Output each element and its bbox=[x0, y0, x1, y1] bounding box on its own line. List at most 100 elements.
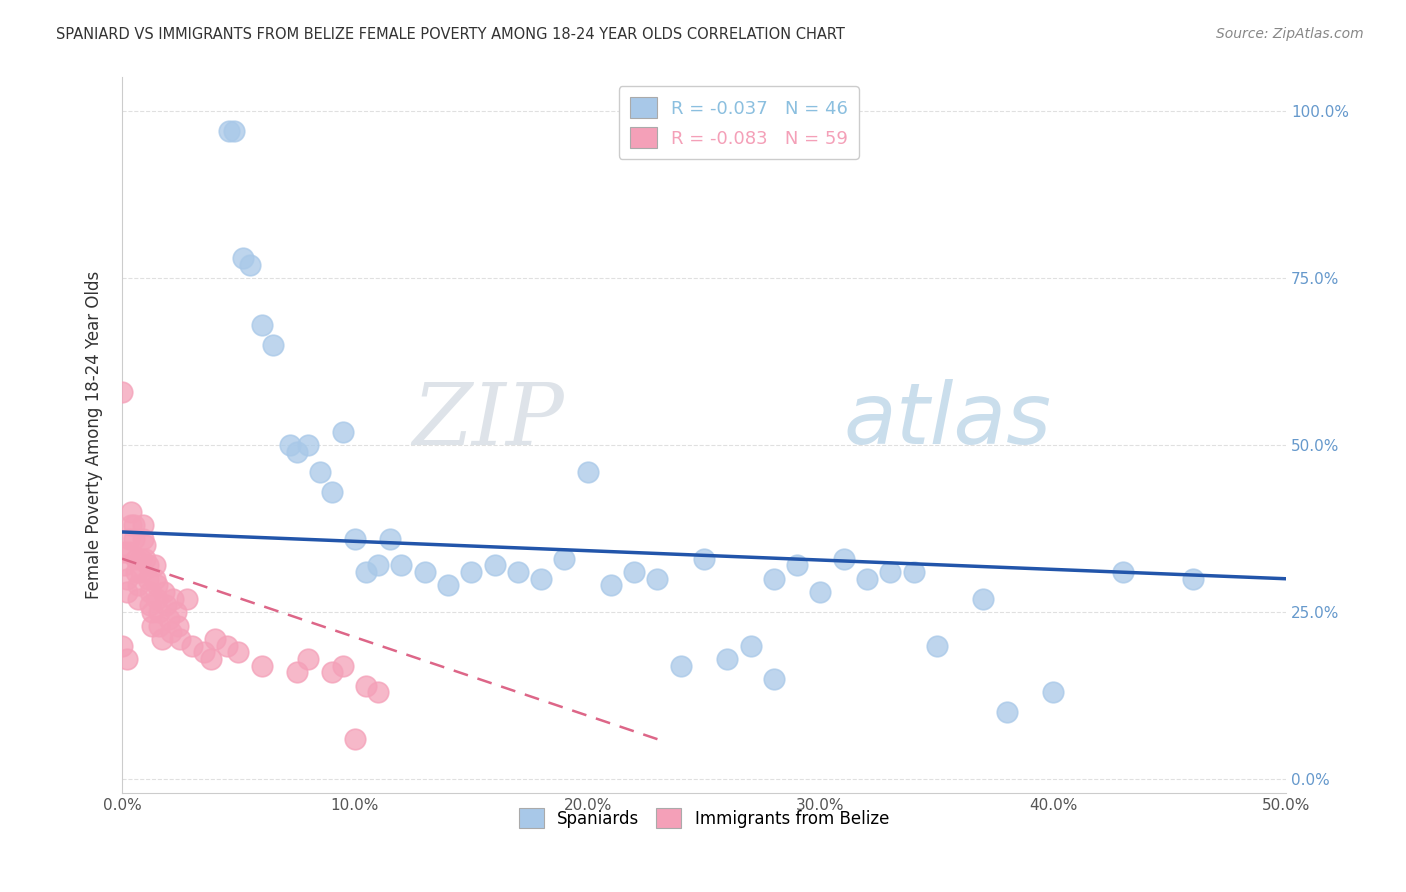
Point bbox=[484, 558, 506, 573]
Point bbox=[506, 565, 529, 579]
Text: Source: ZipAtlas.com: Source: ZipAtlas.com bbox=[1216, 27, 1364, 41]
Point bbox=[115, 585, 138, 599]
Point bbox=[132, 532, 155, 546]
Point bbox=[122, 532, 145, 546]
Point bbox=[180, 639, 202, 653]
Point bbox=[115, 572, 138, 586]
Point bbox=[285, 444, 308, 458]
Point bbox=[204, 632, 226, 646]
Point bbox=[155, 599, 177, 613]
Point bbox=[157, 612, 180, 626]
Point bbox=[413, 565, 436, 579]
Point bbox=[232, 251, 254, 265]
Point bbox=[125, 565, 148, 579]
Text: SPANIARD VS IMMIGRANTS FROM BELIZE FEMALE POVERTY AMONG 18-24 YEAR OLDS CORRELAT: SPANIARD VS IMMIGRANTS FROM BELIZE FEMAL… bbox=[56, 27, 845, 42]
Point bbox=[378, 532, 401, 546]
Point bbox=[111, 639, 134, 653]
Point bbox=[832, 551, 855, 566]
Point bbox=[762, 572, 785, 586]
Point bbox=[122, 518, 145, 533]
Point bbox=[343, 732, 366, 747]
Point bbox=[125, 551, 148, 566]
Point bbox=[367, 558, 389, 573]
Point bbox=[215, 639, 238, 653]
Point bbox=[139, 585, 162, 599]
Point bbox=[129, 551, 152, 566]
Point bbox=[623, 565, 645, 579]
Point bbox=[808, 585, 831, 599]
Point bbox=[134, 538, 156, 552]
Text: atlas: atlas bbox=[844, 379, 1052, 462]
Point bbox=[250, 658, 273, 673]
Point bbox=[132, 518, 155, 533]
Point bbox=[218, 124, 240, 138]
Point bbox=[716, 652, 738, 666]
Point bbox=[1112, 565, 1135, 579]
Point bbox=[143, 572, 166, 586]
Point bbox=[146, 591, 169, 606]
Point bbox=[228, 645, 250, 659]
Point bbox=[925, 639, 948, 653]
Point bbox=[530, 572, 553, 586]
Point bbox=[903, 565, 925, 579]
Point bbox=[165, 605, 187, 619]
Point bbox=[262, 338, 284, 352]
Point bbox=[160, 625, 183, 640]
Point bbox=[879, 565, 901, 579]
Y-axis label: Female Poverty Among 18-24 Year Olds: Female Poverty Among 18-24 Year Olds bbox=[86, 271, 103, 599]
Point bbox=[1042, 685, 1064, 699]
Point bbox=[176, 591, 198, 606]
Point bbox=[115, 652, 138, 666]
Point bbox=[367, 685, 389, 699]
Point bbox=[120, 518, 142, 533]
Point bbox=[356, 679, 378, 693]
Point bbox=[786, 558, 808, 573]
Point bbox=[167, 618, 190, 632]
Point bbox=[389, 558, 412, 573]
Point bbox=[332, 658, 354, 673]
Point bbox=[148, 605, 170, 619]
Point bbox=[112, 558, 135, 573]
Point bbox=[856, 572, 879, 586]
Point bbox=[278, 438, 301, 452]
Point bbox=[647, 572, 669, 586]
Point bbox=[148, 618, 170, 632]
Point bbox=[200, 652, 222, 666]
Point bbox=[141, 618, 163, 632]
Point bbox=[460, 565, 482, 579]
Point bbox=[143, 558, 166, 573]
Point bbox=[297, 652, 319, 666]
Point bbox=[112, 545, 135, 559]
Point bbox=[972, 591, 994, 606]
Point bbox=[120, 505, 142, 519]
Point bbox=[332, 425, 354, 439]
Point bbox=[127, 591, 149, 606]
Point bbox=[343, 532, 366, 546]
Point bbox=[995, 706, 1018, 720]
Point bbox=[118, 532, 141, 546]
Point bbox=[239, 258, 262, 272]
Point bbox=[193, 645, 215, 659]
Point bbox=[146, 578, 169, 592]
Point bbox=[139, 599, 162, 613]
Point bbox=[309, 465, 332, 479]
Point bbox=[250, 318, 273, 332]
Text: ZIP: ZIP bbox=[412, 379, 564, 462]
Point bbox=[762, 672, 785, 686]
Point bbox=[129, 565, 152, 579]
Point bbox=[356, 565, 378, 579]
Point bbox=[136, 558, 159, 573]
Point bbox=[285, 665, 308, 680]
Point bbox=[599, 578, 621, 592]
Point bbox=[169, 632, 191, 646]
Point bbox=[136, 572, 159, 586]
Point bbox=[321, 665, 343, 680]
Point bbox=[111, 384, 134, 399]
Point bbox=[669, 658, 692, 673]
Point bbox=[118, 545, 141, 559]
Point bbox=[576, 465, 599, 479]
Point bbox=[150, 632, 173, 646]
Point bbox=[134, 551, 156, 566]
Point bbox=[1181, 572, 1204, 586]
Point bbox=[153, 585, 176, 599]
